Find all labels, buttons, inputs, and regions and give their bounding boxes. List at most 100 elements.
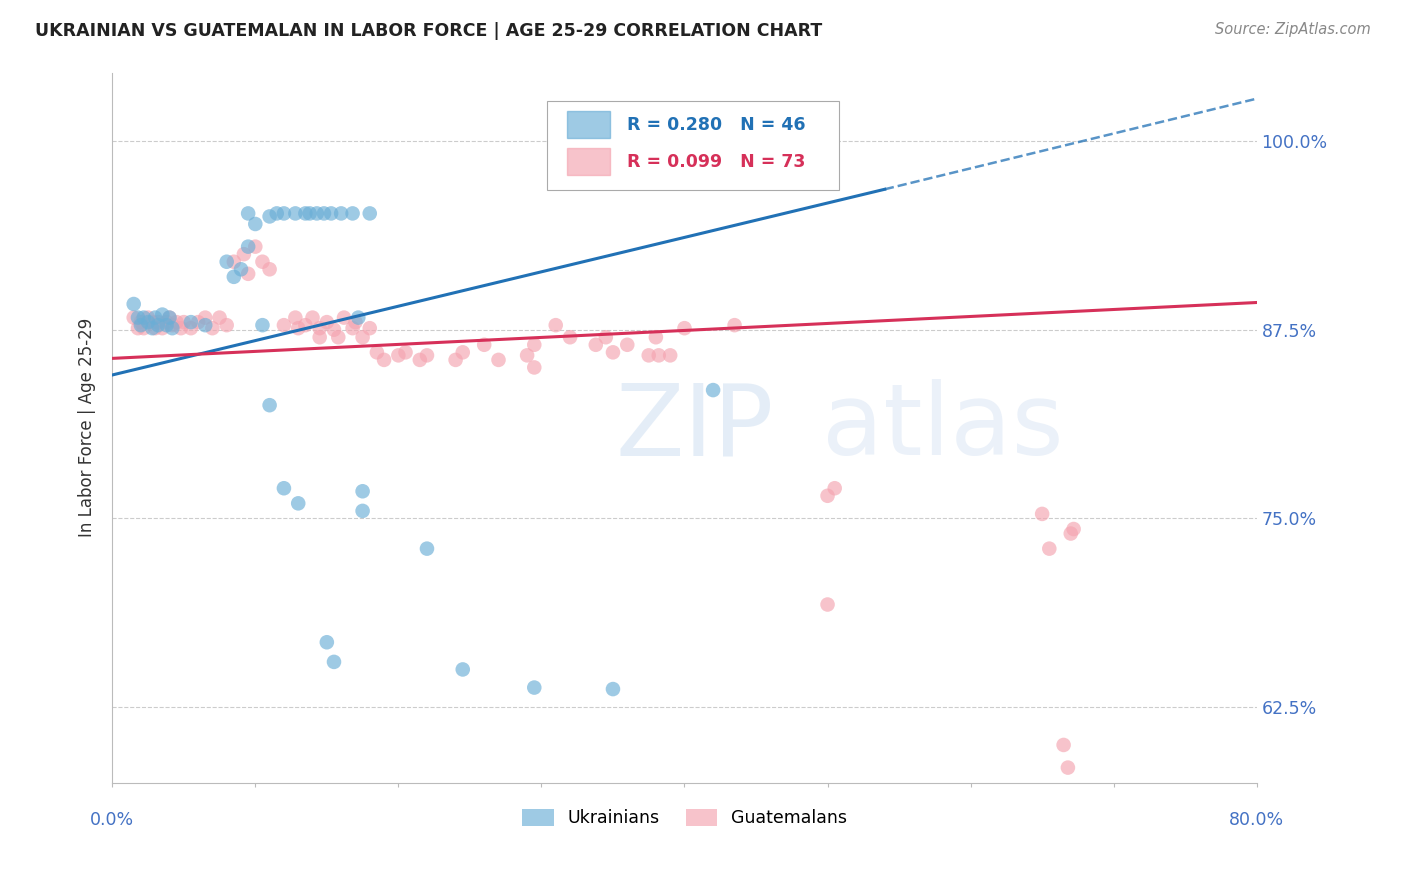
Point (488, 352, 510, 367)
Point (298, 206, 321, 220)
Point (312, 206, 335, 220)
Point (287, 496, 309, 510)
FancyBboxPatch shape (547, 102, 839, 190)
Point (323, 323, 346, 337)
Point (352, 504, 374, 518)
Point (266, 206, 288, 220)
Point (472, 338, 495, 352)
Point (817, 489, 839, 503)
Point (208, 310, 231, 325)
Text: R = 0.099   N = 73: R = 0.099 N = 73 (627, 153, 806, 170)
Point (259, 262, 281, 277)
Point (236, 239, 259, 253)
Point (201, 321, 224, 335)
Point (136, 315, 159, 329)
Point (817, 598, 839, 612)
Point (366, 345, 388, 359)
Point (143, 310, 166, 325)
Point (328, 330, 350, 344)
Point (146, 315, 169, 329)
Point (416, 348, 439, 362)
Point (170, 321, 193, 335)
Point (180, 315, 202, 329)
Point (273, 318, 295, 333)
Point (585, 338, 607, 352)
Point (127, 310, 149, 325)
Point (387, 348, 409, 362)
Point (330, 206, 353, 220)
Point (451, 345, 474, 359)
Point (150, 308, 173, 322)
Point (394, 345, 416, 359)
Point (315, 315, 337, 329)
Point (132, 321, 155, 335)
Point (723, 318, 745, 333)
Point (342, 206, 364, 220)
Point (284, 206, 307, 220)
Point (523, 360, 546, 375)
Point (359, 206, 381, 220)
Point (229, 262, 252, 277)
Text: 0.0%: 0.0% (90, 811, 135, 829)
Text: 80.0%: 80.0% (1229, 811, 1284, 829)
Point (232, 247, 254, 261)
Text: atlas: atlas (823, 379, 1063, 476)
Point (352, 484, 374, 499)
Point (146, 318, 169, 333)
Point (1052, 738, 1074, 752)
Point (523, 338, 546, 352)
Point (180, 321, 202, 335)
Point (245, 217, 267, 231)
Point (236, 206, 259, 220)
Point (637, 348, 659, 362)
Point (301, 310, 323, 325)
Point (308, 330, 330, 344)
Point (259, 398, 281, 412)
Text: UKRAINIAN VS GUATEMALAN IN LABOR FORCE | AGE 25-29 CORRELATION CHART: UKRAINIAN VS GUATEMALAN IN LABOR FORCE |… (35, 22, 823, 40)
Point (333, 310, 356, 325)
Point (222, 269, 245, 284)
Point (215, 254, 238, 268)
Point (644, 330, 666, 344)
Point (347, 310, 370, 325)
Point (595, 330, 617, 344)
Point (359, 321, 381, 335)
Point (516, 348, 538, 362)
Point (342, 321, 364, 335)
Point (659, 348, 682, 362)
Point (150, 321, 173, 335)
Point (194, 310, 217, 325)
Point (315, 635, 337, 649)
Point (558, 330, 581, 344)
Point (523, 681, 546, 695)
Point (159, 310, 181, 325)
Point (122, 297, 145, 311)
Point (132, 310, 155, 325)
Y-axis label: In Labor Force | Age 25-29: In Labor Force | Age 25-29 (79, 318, 96, 538)
Point (122, 310, 145, 325)
Point (166, 315, 188, 329)
Point (245, 239, 267, 253)
Point (252, 254, 274, 268)
Point (287, 321, 309, 335)
Point (1031, 507, 1053, 521)
Point (141, 315, 163, 329)
Point (321, 206, 343, 220)
Point (702, 383, 724, 397)
Point (1063, 522, 1085, 536)
Point (602, 682, 624, 697)
Point (143, 321, 166, 335)
Point (129, 315, 152, 329)
Point (602, 345, 624, 359)
Text: Source: ZipAtlas.com: Source: ZipAtlas.com (1215, 22, 1371, 37)
Point (409, 352, 432, 367)
Point (273, 206, 295, 220)
Point (673, 321, 696, 335)
Point (648, 348, 671, 362)
Point (127, 321, 149, 335)
Point (451, 663, 474, 677)
Point (155, 318, 177, 333)
Point (236, 267, 259, 281)
Bar (567, 112, 610, 138)
Text: ZIP: ZIP (616, 379, 775, 476)
